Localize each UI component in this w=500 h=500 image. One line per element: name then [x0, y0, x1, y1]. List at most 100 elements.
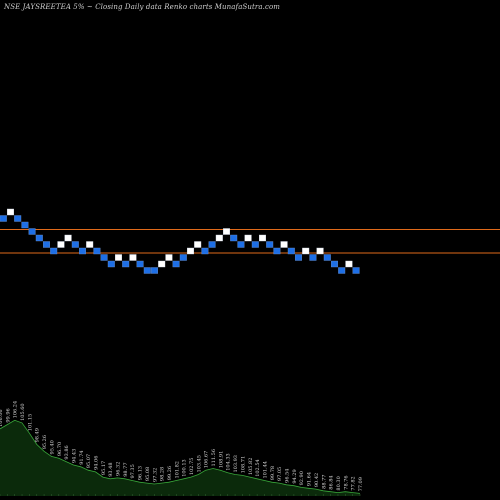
- renko-brick-up: [165, 254, 173, 261]
- renko-brick-down: [273, 247, 281, 255]
- renko-brick-up: [64, 234, 72, 242]
- renko-brick-down: [71, 241, 79, 248]
- volume-value-label: 95.08: [145, 467, 151, 481]
- volume-value-label: 101.82: [174, 461, 180, 479]
- renko-brick-down: [78, 247, 86, 255]
- renko-brick-down: [208, 241, 216, 248]
- volume-value-label: 94.43: [71, 449, 77, 463]
- renko-brick-down: [21, 221, 29, 229]
- volume-value-label: 93.48: [108, 462, 114, 476]
- renko-brick-down: [287, 247, 295, 255]
- volume-value-label: 97.05: [277, 467, 283, 481]
- volume-value-label: 101.44: [262, 461, 268, 479]
- volume-value-label: 111.56: [211, 449, 217, 467]
- renko-brick-down: [14, 215, 22, 222]
- volume-value-label: 98.28: [160, 467, 166, 481]
- volume-value-label: 77.82: [351, 476, 357, 490]
- renko-brick-down: [323, 254, 331, 261]
- renko-brick-up: [302, 247, 310, 255]
- renko-brick-up: [114, 254, 122, 261]
- volume-value-label: 99.26: [167, 466, 173, 480]
- volume-value-label: 103.93: [233, 455, 239, 473]
- renko-brick-down: [352, 267, 360, 274]
- renko-brick-down: [28, 228, 36, 235]
- renko-brick-down: [122, 260, 130, 268]
- renko-brick-down: [43, 241, 51, 248]
- renko-brick-up: [129, 254, 137, 261]
- volume-value-label: 95.26: [42, 435, 48, 449]
- volume-value-label: 102.75: [189, 458, 195, 476]
- renko-brick-down: [35, 234, 43, 242]
- volume-value-label: 91.74: [79, 450, 85, 464]
- renko-brick-down: [0, 215, 7, 222]
- renko-brick-down: [100, 254, 108, 261]
- renko-brick-down: [150, 267, 158, 274]
- volume-value-label: 95.40: [49, 440, 55, 454]
- volume-value-label: 104.33: [226, 453, 232, 471]
- renko-brick-down: [93, 247, 101, 255]
- volume-value-label: 77.09: [358, 477, 364, 491]
- renko-brick-down: [295, 254, 303, 261]
- volume-value-label: 99.96: [5, 408, 11, 422]
- volume-value-label: 100.13: [182, 459, 188, 477]
- renko-brick-up: [86, 241, 94, 248]
- volume-value-label: 96.54: [285, 468, 291, 482]
- renko-brick-up: [158, 260, 166, 268]
- renko-brick-up: [316, 247, 324, 255]
- volume-value-label: 99.78: [270, 466, 276, 480]
- volume-value-label: 106.67: [204, 451, 210, 469]
- volume-value-label: 94.06: [94, 456, 100, 470]
- renko-brick-down: [251, 241, 259, 248]
- renko-brick-up: [259, 234, 267, 242]
- volume-value-label: 92.90: [299, 471, 305, 485]
- renko-brick-up: [244, 234, 252, 242]
- volume-value-label: 97.32: [152, 468, 158, 482]
- renko-brick-up: [194, 241, 202, 248]
- renko-brick-down: [309, 254, 317, 261]
- volume-value-label: 95.07: [86, 454, 92, 468]
- renko-brick-down: [143, 267, 151, 274]
- renko-brick-down: [201, 247, 209, 255]
- renko-brick-down: [237, 241, 245, 248]
- renko-brick-down: [136, 260, 144, 268]
- volume-value-label: 102.54: [255, 459, 261, 477]
- renko-brick-down: [230, 234, 238, 242]
- volume-value-label: 95.17: [101, 461, 107, 475]
- volume-value-label: 86.84: [329, 475, 335, 489]
- renko-brick-down: [331, 260, 339, 268]
- volume-value-label: 91.64: [307, 472, 313, 486]
- volume-value-label: 105.60: [20, 403, 26, 421]
- renko-brick-up: [215, 234, 223, 242]
- volume-value-label: 96.13: [138, 466, 144, 480]
- volume-line: [0, 419, 361, 494]
- volume-value-label: 93.86: [64, 445, 70, 459]
- volume-value-label: 98.77: [123, 462, 129, 476]
- level-lines: [0, 229, 500, 254]
- volume-value-label: 97.35: [130, 464, 136, 478]
- volume-value-label: 105.82: [248, 458, 254, 475]
- volume-value-label: 96.32: [116, 462, 122, 476]
- renko-brick-up: [6, 208, 14, 216]
- volume-value-label: 80.30: [336, 476, 342, 490]
- renko-brick-down: [107, 260, 115, 268]
- renko-brick-down: [179, 254, 187, 261]
- renko-brick-up: [222, 228, 230, 235]
- chart-title: NSE JAYSREETEA 5% ~ Closing Daily data R…: [4, 3, 281, 11]
- volume-value-label: 103.45: [196, 455, 202, 473]
- volume-value-label: 106.06: [0, 409, 4, 427]
- volume-area-fill: [0, 420, 360, 496]
- volume-value-label: 88.77: [321, 475, 327, 489]
- volume-value-label: 96.70: [57, 442, 63, 456]
- renko-brick-down: [50, 247, 58, 255]
- renko-brick-down: [266, 241, 274, 248]
- volume-value-label: 78.76: [343, 475, 349, 489]
- volume-value-label: 98.49: [35, 428, 41, 442]
- renko-bricks: [0, 208, 360, 274]
- volume-value-label: 108.71: [240, 456, 246, 474]
- renko-brick-down: [172, 260, 180, 268]
- renko-brick-up: [57, 241, 65, 248]
- volume-area: [0, 419, 361, 496]
